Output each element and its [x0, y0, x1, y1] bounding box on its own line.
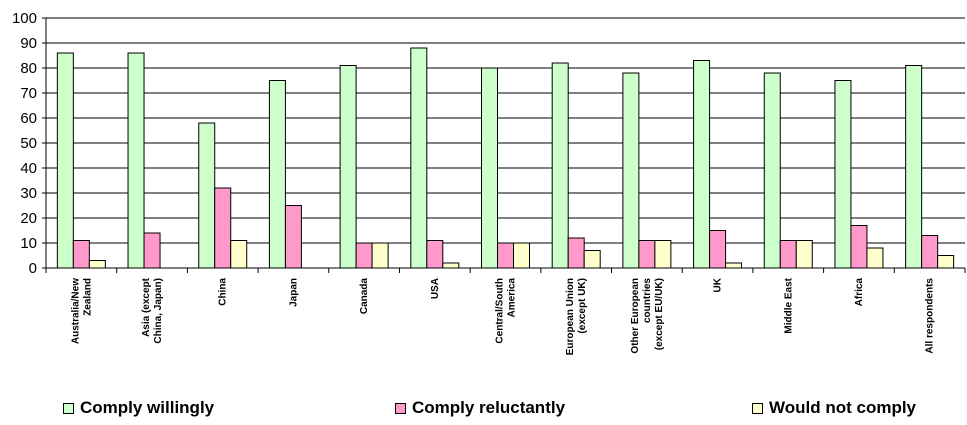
bar-comply-reluctantly: [214, 187, 232, 269]
svg-text:Canada: Canada: [359, 278, 370, 315]
bars: [56, 47, 955, 269]
svg-text:China: China: [218, 278, 229, 306]
svg-text:Middle East: Middle East: [783, 277, 794, 333]
svg-text:All respondents: All respondents: [925, 278, 936, 354]
bar-comply-willingly: [763, 72, 781, 269]
svg-text:UK: UK: [713, 277, 724, 292]
bar-would-not-comply: [866, 247, 884, 269]
bar-comply-reluctantly: [497, 242, 514, 269]
bar-comply-willingly: [905, 65, 923, 269]
x-category-label: Asia (exceptChina, Japan): [141, 277, 164, 343]
svg-text:Japan: Japan: [288, 278, 299, 307]
svg-text:Africa: Africa: [854, 278, 865, 307]
svg-text:European Union(except UK): European Union(except UK): [565, 278, 588, 355]
bar-would-not-comply: [230, 240, 248, 269]
y-tick-label: 30: [20, 185, 37, 202]
x-axis-category-labels: Australia/NewZealand Asia (exceptChina, J…: [70, 277, 935, 355]
bar-would-not-comply: [583, 250, 601, 269]
x-category-label: Canada: [359, 278, 370, 315]
bar-comply-willingly: [551, 62, 569, 269]
legend-label-comply-willingly: Comply willingly: [80, 398, 215, 417]
bar-comply-willingly: [481, 67, 498, 269]
svg-text:Other Europeancountries(except: Other Europeancountries(except EU/UK): [630, 278, 665, 354]
axes: [45, 18, 966, 273]
x-category-label: Japan: [288, 278, 299, 307]
legend-item-comply-willingly: Comply willingly: [63, 398, 214, 418]
x-category-label: Africa: [854, 278, 865, 307]
y-tick-label: 50: [20, 135, 37, 152]
bar-would-not-comply: [725, 262, 743, 269]
bar-comply-reluctantly: [709, 230, 727, 269]
svg-text:USA: USA: [430, 278, 441, 299]
bar-comply-reluctantly: [921, 235, 939, 269]
bar-comply-willingly: [622, 72, 640, 269]
y-tick-label: 70: [20, 85, 37, 102]
legend-item-comply-reluctantly: Comply reluctantly: [395, 398, 565, 418]
bar-comply-willingly: [198, 122, 216, 269]
legend-label-comply-reluctantly: Comply reluctantly: [412, 398, 566, 417]
bar-comply-reluctantly: [638, 240, 656, 269]
bar-comply-reluctantly: [284, 205, 302, 269]
legend-item-would-not-comply: Would not comply: [752, 398, 916, 418]
bar-chart: 0 10 20 30 40 50 60 70 80 90 100 Australia/NewZeal…: [12, 10, 966, 355]
legend-label-would-not-comply: Would not comply: [769, 398, 917, 417]
y-tick-label: 90: [20, 35, 37, 52]
bar-comply-reluctantly: [567, 237, 585, 269]
y-tick-label: 10: [20, 235, 37, 252]
x-category-label: UK: [713, 277, 724, 292]
legend-swatch-comply-willingly: [63, 402, 74, 414]
x-category-label: Middle East: [783, 277, 794, 333]
bar-comply-willingly: [339, 65, 357, 269]
bar-would-not-comply: [937, 255, 955, 269]
x-category-label: Central/SouthAmerica: [495, 278, 518, 344]
svg-text:Central/SouthAmerica: Central/SouthAmerica: [495, 278, 518, 344]
bar-would-not-comply: [513, 242, 530, 269]
gridlines: [42, 17, 965, 269]
bar-comply-willingly: [268, 80, 286, 269]
bar-comply-reluctantly: [143, 232, 161, 269]
bar-would-not-comply: [88, 260, 106, 269]
svg-text:Australia/NewZealand: Australia/NewZealand: [70, 278, 93, 344]
y-axis-tick-labels: 0 10 20 30 40 50 60 70 80 90 100: [12, 10, 37, 277]
x-category-label: Australia/NewZealand: [70, 278, 93, 344]
bar-would-not-comply: [442, 262, 460, 269]
x-category-label: China: [218, 278, 229, 306]
bar-comply-willingly: [834, 80, 852, 269]
bar-comply-willingly: [693, 60, 711, 269]
y-tick-label: 60: [20, 110, 37, 127]
legend-swatch-would-not-comply: [752, 402, 763, 414]
y-tick-label: 100: [12, 10, 37, 27]
bar-comply-reluctantly: [72, 240, 90, 269]
y-tick-label: 80: [20, 60, 37, 77]
bar-comply-willingly: [127, 52, 145, 269]
bar-comply-reluctantly: [850, 225, 868, 269]
x-category-label: USA: [430, 278, 441, 299]
bar-comply-reluctantly: [779, 240, 797, 269]
y-tick-label: 40: [20, 160, 37, 177]
bar-comply-reluctantly: [426, 240, 444, 269]
bar-comply-willingly: [56, 52, 74, 269]
bar-would-not-comply: [654, 240, 672, 269]
y-tick-label: 20: [20, 210, 37, 227]
legend-swatch-comply-reluctantly: [395, 402, 406, 414]
y-tick-label: 0: [29, 260, 37, 277]
svg-text:Asia (exceptChina, Japan): Asia (exceptChina, Japan): [141, 277, 164, 343]
bar-comply-reluctantly: [355, 242, 373, 269]
legend: Comply willingly Comply reluctantly Woul…: [0, 398, 967, 422]
bar-would-not-comply: [371, 242, 389, 269]
x-category-label: Other Europeancountries(except EU/UK): [630, 278, 665, 354]
bar-would-not-comply: [795, 240, 813, 269]
bar-comply-willingly: [410, 47, 428, 269]
x-category-label: All respondents: [925, 278, 936, 354]
x-category-label: European Union(except UK): [565, 278, 588, 355]
